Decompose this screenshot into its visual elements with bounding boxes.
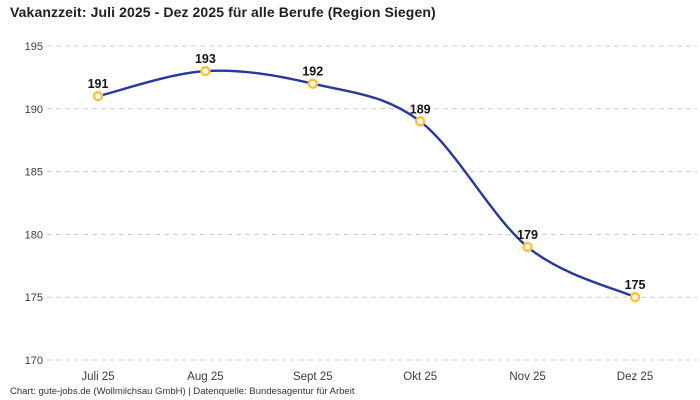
x-axis-tick-label: Sept 25 [293,371,333,383]
data-point-marker [92,91,104,102]
y-axis-tick-label: 170 [25,355,43,367]
y-axis-tick-label: 195 [25,41,43,53]
data-point-marker [629,292,641,303]
y-axis-tick-label: 175 [25,292,43,304]
y-axis-tick-label: 190 [25,104,43,116]
data-point-label: 191 [88,77,109,91]
x-axis-tick-label: Dez 25 [617,371,653,383]
x-axis-tick-label: Aug 25 [187,371,223,383]
chart-title: Vakanzzeit: Juli 2025 - Dez 2025 für all… [10,4,436,20]
data-point-label: 175 [625,278,646,292]
data-point-label: 189 [410,102,431,116]
data-point-marker [415,116,426,127]
data-point-marker [522,241,533,253]
x-axis-tick-label: Juli 25 [81,371,114,383]
data-point-label: 192 [302,65,323,79]
data-point-label: 179 [517,228,538,242]
data-point-marker [200,65,211,77]
series-line [96,69,637,299]
data-point-label: 193 [195,52,216,66]
y-axis-tick-label: 180 [25,229,43,241]
chart-credit: Chart: gute-jobs.de (Wollmilchsau GmbH) … [10,386,355,397]
x-axis-tick-label: Okt 25 [403,371,437,383]
x-axis-tick-label: Nov 25 [509,371,545,383]
data-point-marker [307,78,318,89]
y-axis-tick-label: 185 [25,167,43,179]
